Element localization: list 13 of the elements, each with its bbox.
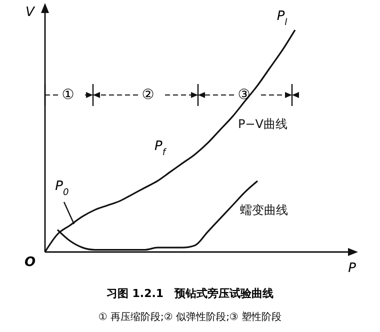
y-axis-title: V [26, 5, 36, 20]
legend-label: P−V曲线 [238, 117, 288, 131]
x-axis-title: P [348, 261, 356, 276]
annotation: P$_{0}$ [55, 179, 70, 198]
annotation: P$_{f}$ [154, 139, 168, 158]
annotation: ② [142, 87, 154, 103]
series-label: 蠕变曲线 [240, 203, 288, 217]
text: P$_{l}$ [276, 9, 288, 28]
text: 习图 1.2.1 预钻式旁压试验曲线 [106, 287, 274, 300]
annotation: ① [62, 87, 74, 103]
text: O [24, 255, 36, 270]
annotation: ③ [238, 87, 250, 103]
text: ① 再压缩阶段;② 似弹性阶段;③ 塑性阶段 [98, 311, 282, 323]
